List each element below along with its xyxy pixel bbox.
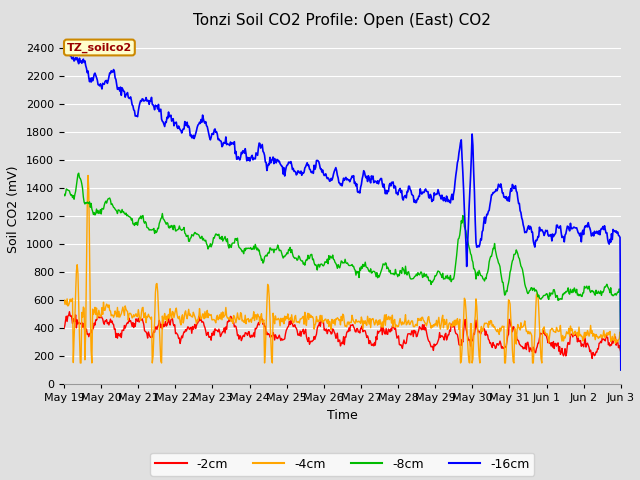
- Legend: -2cm, -4cm, -8cm, -16cm: -2cm, -4cm, -8cm, -16cm: [150, 453, 534, 476]
- Title: Tonzi Soil CO2 Profile: Open (East) CO2: Tonzi Soil CO2 Profile: Open (East) CO2: [193, 13, 492, 28]
- Text: TZ_soilco2: TZ_soilco2: [67, 42, 132, 53]
- X-axis label: Time: Time: [327, 408, 358, 421]
- Y-axis label: Soil CO2 (mV): Soil CO2 (mV): [8, 165, 20, 252]
